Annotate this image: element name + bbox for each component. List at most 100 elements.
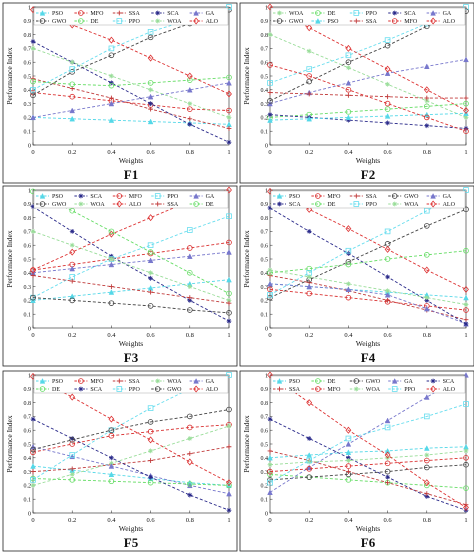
legend-marker xyxy=(39,18,46,24)
legend-item-sca: SCA xyxy=(273,201,301,208)
y-tick-label: 0.9 xyxy=(24,202,32,208)
series-line xyxy=(32,251,230,274)
y-tick-label: 0.1 xyxy=(261,130,269,136)
data-point xyxy=(187,269,193,276)
series-line xyxy=(269,450,467,466)
y-tick-label: 0.6 xyxy=(24,61,32,67)
legend-marker xyxy=(39,378,46,384)
data-point xyxy=(345,114,352,121)
legend-item-woa: WOA xyxy=(151,378,182,385)
y-tick-label: 0 xyxy=(265,326,268,332)
series-line xyxy=(269,464,467,481)
legend-marker xyxy=(430,10,436,16)
data-point xyxy=(345,261,352,268)
x-tick-label: 0.6 xyxy=(384,149,393,156)
series-ppo xyxy=(267,401,469,486)
legend: PSO MFO SSA GWO GA SCA DE PPO WOA ALO xyxy=(270,190,466,209)
data-point xyxy=(69,265,76,272)
legend-label: SCA xyxy=(90,387,102,393)
panel-caption: F1 xyxy=(124,167,138,182)
data-point xyxy=(69,115,76,122)
y-tick-label: 0.1 xyxy=(24,130,32,136)
y-tick-label: 0.6 xyxy=(24,429,32,435)
data-point xyxy=(30,416,36,422)
y-tick-label: 0.3 xyxy=(261,285,269,291)
x-axis-label: Weights xyxy=(356,339,380,348)
data-point xyxy=(147,419,154,425)
data-point xyxy=(384,65,391,73)
data-point xyxy=(30,372,36,380)
legend-marker xyxy=(430,385,437,393)
y-tick-label: 0.3 xyxy=(24,470,32,476)
legend-marker xyxy=(155,378,161,384)
data-point xyxy=(187,295,193,301)
x-axis-label: Weights xyxy=(119,524,143,533)
data-point xyxy=(384,70,391,76)
data-point xyxy=(267,416,273,422)
legend-item-woa: WOA xyxy=(151,18,182,25)
data-point xyxy=(345,449,352,455)
data-point xyxy=(306,466,313,472)
x-tick-label: 0.6 xyxy=(147,332,156,339)
series-woa xyxy=(267,448,469,468)
series-line xyxy=(32,424,230,453)
data-point xyxy=(463,100,469,107)
legend-label: PPO xyxy=(129,387,141,393)
x-tick-label: 0.2 xyxy=(68,332,76,339)
data-point xyxy=(306,459,312,465)
series-line xyxy=(32,241,230,271)
data-point xyxy=(463,461,469,468)
data-point xyxy=(147,303,154,309)
data-point xyxy=(267,98,273,104)
y-tick-label: 0.2 xyxy=(261,116,269,122)
legend-item-alo: ALO xyxy=(189,385,219,393)
data-point xyxy=(30,92,36,99)
data-point xyxy=(463,206,469,213)
panel-frame xyxy=(2,185,238,367)
legend-label: PSO xyxy=(327,19,339,25)
data-point xyxy=(423,305,430,312)
data-point xyxy=(187,298,193,303)
y-tick-label: 0.7 xyxy=(261,230,269,236)
series-pso xyxy=(267,110,469,123)
data-point xyxy=(267,187,273,195)
data-point xyxy=(109,95,114,101)
legend-item-ppo: PPO xyxy=(112,18,140,25)
legend-label: PSO xyxy=(289,194,301,200)
legend: PSO MFO SSA SCA GA GWO DE PPO WOA ALO xyxy=(33,7,229,25)
series-line xyxy=(269,374,467,493)
data-point xyxy=(463,187,469,193)
y-tick-label: 0.6 xyxy=(261,244,269,250)
series-ssa xyxy=(30,273,232,306)
data-point xyxy=(226,482,232,489)
legend-label: GWO xyxy=(167,387,182,393)
data-point xyxy=(463,448,469,454)
y-tick-label: 0.7 xyxy=(261,415,269,421)
data-point xyxy=(463,247,469,254)
legend-label: PSO xyxy=(52,11,64,17)
legend-item-pso: PSO xyxy=(273,378,301,385)
data-point xyxy=(69,393,76,401)
data-point xyxy=(423,63,430,69)
series-ssa xyxy=(267,90,469,101)
legend-marker xyxy=(391,378,398,384)
data-point xyxy=(148,270,153,276)
legend-label: ALO xyxy=(443,202,456,208)
legend-item-woa: WOA xyxy=(349,386,381,393)
x-tick-label: 0.8 xyxy=(186,332,194,339)
chart-panel-f4: 0 0.1 0.2 0.3 0.4 0.5 0.6 0.7 0.8 0.9 1 0 0.2 0.4 0.6 0… xyxy=(239,185,474,367)
legend-item-gwo: GWO xyxy=(36,201,67,208)
y-tick-label: 0.4 xyxy=(261,88,269,94)
legend-item-pso: PSO xyxy=(311,18,339,25)
legend-item-ga: GA xyxy=(189,193,215,200)
data-point xyxy=(306,229,312,234)
panel-frame xyxy=(239,370,474,552)
legend-label: GA xyxy=(206,11,215,17)
y-tick-label: 0.3 xyxy=(24,285,32,291)
x-tick-label: 0 xyxy=(31,517,34,524)
data-point xyxy=(424,452,430,458)
legend-label: SCA xyxy=(404,11,416,17)
legend-label: WOA xyxy=(366,387,381,393)
data-point xyxy=(69,437,75,443)
